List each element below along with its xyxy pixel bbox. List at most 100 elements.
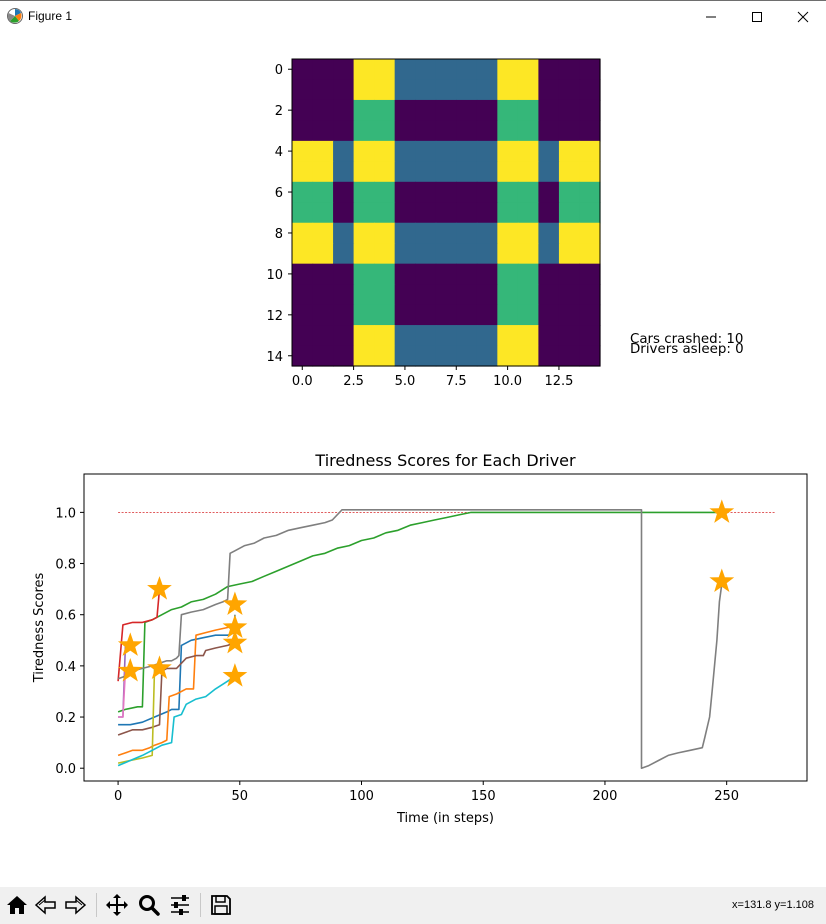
maximize-icon <box>752 12 762 22</box>
heatmap-cell <box>579 263 601 285</box>
heatmap-cell <box>497 222 519 244</box>
heatmap-cell <box>394 345 416 367</box>
star-marker <box>222 591 248 615</box>
heatmap-cell <box>374 345 396 367</box>
app-icon <box>7 8 23 24</box>
heatmap-cell <box>312 243 334 265</box>
minimize-button[interactable] <box>688 1 734 32</box>
heatmap-cell <box>456 263 478 285</box>
heatmap-cell <box>517 202 539 224</box>
heatmap-y-tick-label: 8 <box>275 227 283 242</box>
heatmap-cell <box>415 345 437 367</box>
pan-button[interactable] <box>103 891 131 919</box>
heatmap-cell <box>333 345 355 367</box>
heatmap-cell <box>374 243 396 265</box>
heatmap-cell <box>374 284 396 306</box>
heatmap-cell <box>353 59 375 81</box>
heatmap-cell <box>312 304 334 326</box>
heatmap-cell <box>292 243 314 265</box>
driver-series-line-1 <box>118 614 236 726</box>
heatmap-cell <box>353 140 375 162</box>
heatmap-cell <box>394 222 416 244</box>
heatmap-cell <box>394 99 416 121</box>
configure-subplots-icon <box>171 895 189 915</box>
line-chart-x-tick-label: 0 <box>114 789 122 804</box>
heatmap-cell <box>497 325 519 347</box>
heatmap-cell <box>353 263 375 285</box>
heatmap-cell <box>374 79 396 101</box>
zoom-button[interactable] <box>135 891 163 919</box>
star-marker <box>117 632 143 656</box>
heatmap-cell <box>476 161 498 183</box>
heatmap-cell <box>579 59 601 81</box>
heatmap-cell <box>558 59 581 81</box>
heatmap-cell <box>374 181 396 203</box>
heatmap-cell <box>435 181 457 203</box>
line-chart-x-tick-label: 150 <box>471 789 496 804</box>
heatmap-cell <box>476 140 498 162</box>
zoom-icon <box>139 895 160 916</box>
heatmap-cell <box>394 140 416 162</box>
heatmap-cell <box>476 243 498 265</box>
heatmap-cell <box>558 140 581 162</box>
heatmap-cell <box>333 304 355 326</box>
heatmap-cell <box>374 202 396 224</box>
heatmap-cell <box>333 181 355 203</box>
heatmap-cell <box>497 59 519 81</box>
heatmap-cell <box>538 222 560 244</box>
line-chart-y-tick-label: 0.8 <box>55 558 76 573</box>
heatmap-cell <box>353 222 375 244</box>
heatmap-y-tick-label: 10 <box>266 268 283 283</box>
heatmap-x-tick-label: 2.5 <box>343 374 364 389</box>
forward-button[interactable] <box>61 891 89 919</box>
heatmap-cell <box>374 161 396 183</box>
heatmap-cell <box>558 181 581 203</box>
heatmap-cell <box>333 222 355 244</box>
heatmap-cell <box>497 99 519 121</box>
heatmap-cell <box>333 284 355 306</box>
driver-series-line-10 <box>117 675 236 767</box>
star-marker <box>222 614 248 638</box>
heatmap-cell <box>517 222 539 244</box>
save-button[interactable] <box>207 891 235 919</box>
heatmap-cell <box>353 161 375 183</box>
heatmap-cell <box>292 59 314 81</box>
line-chart-x-tick-label: 250 <box>714 789 739 804</box>
heatmap-cell <box>374 304 396 326</box>
close-button[interactable] <box>780 1 826 32</box>
heatmap-y-tick-label: 6 <box>275 186 283 201</box>
maximize-button[interactable] <box>734 1 780 32</box>
heatmap-cell <box>435 325 457 347</box>
save-icon <box>211 895 231 915</box>
heatmap-cell <box>538 161 560 183</box>
line-chart-y-tick-label: 1.0 <box>55 506 76 521</box>
heatmap-cell <box>579 243 601 265</box>
figure-canvas[interactable]: 0.0 2.5 5.0 7.5 10.0 12.5 0 2 4 6 8 10 12 14 Tiredness… <box>0 31 826 887</box>
heatmap-cell <box>333 99 355 121</box>
heatmap-cell <box>476 325 498 347</box>
heatmap-cell <box>353 120 375 142</box>
heatmap-cell <box>292 140 314 162</box>
heatmap-cell <box>312 161 334 183</box>
star-marker <box>117 658 143 682</box>
heatmap-cell <box>333 59 355 81</box>
heatmap-cell <box>394 304 416 326</box>
heatmap-cell <box>312 120 334 142</box>
heatmap-cell <box>538 325 560 347</box>
star-marker <box>709 499 735 523</box>
heatmap-cell <box>435 304 457 326</box>
heatmap-cell <box>374 325 396 347</box>
toolbar-separator <box>96 893 97 917</box>
heatmap-cell <box>538 59 560 81</box>
back-button[interactable] <box>32 891 60 919</box>
home-button[interactable] <box>3 891 31 919</box>
configure-subplots-button[interactable] <box>166 891 194 919</box>
heatmap-cell <box>333 79 355 101</box>
heatmap-cell <box>538 263 560 285</box>
heatmap-cell <box>558 284 581 306</box>
heatmap-cell <box>394 161 416 183</box>
heatmap-cell <box>415 263 437 285</box>
heatmap-cell <box>456 161 478 183</box>
heatmap-cell <box>579 325 601 347</box>
heatmap-cell <box>476 284 498 306</box>
